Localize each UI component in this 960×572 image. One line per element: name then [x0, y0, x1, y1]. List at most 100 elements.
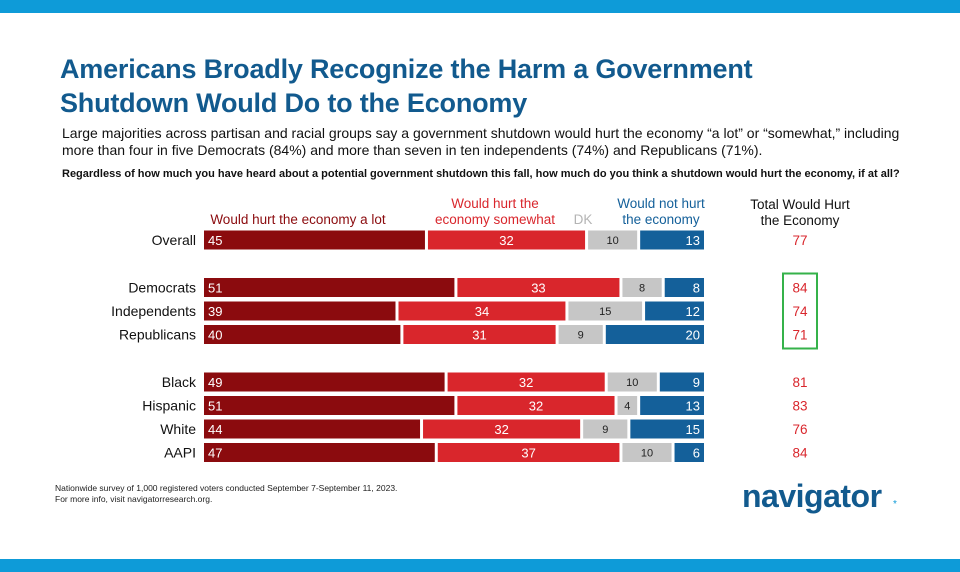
- row-label: Democrats: [128, 280, 196, 296]
- footnote-more-info: For more info, visit navigatorresearch.o…: [55, 494, 213, 504]
- data-label-not-hurt: 9: [693, 375, 700, 390]
- data-label-dk: 10: [606, 235, 618, 247]
- bar-dk: [617, 396, 638, 415]
- total-header: Total Would Hurt: [750, 197, 850, 212]
- bar-somewhat: [457, 278, 620, 297]
- legend-somewhat: economy somewhat: [435, 212, 555, 227]
- data-label-not-hurt: 15: [686, 422, 700, 437]
- data-label-a-lot: 47: [208, 446, 222, 461]
- data-label-not-hurt: 20: [686, 328, 700, 343]
- survey-question: Regardless of how much you have heard ab…: [62, 168, 900, 180]
- data-label-not-hurt: 13: [686, 233, 700, 248]
- bar-not-hurt: [645, 301, 704, 321]
- bar-not-hurt: [664, 278, 704, 297]
- row-label: AAPI: [164, 445, 196, 461]
- bar-not-hurt: [640, 396, 704, 415]
- bar-somewhat: [457, 396, 615, 415]
- bar-a-lot: [204, 278, 455, 297]
- bar-somewhat: [423, 419, 581, 439]
- top-color-band: [0, 0, 960, 13]
- total-value: 74: [792, 304, 808, 319]
- data-label-dk: 9: [578, 330, 584, 342]
- total-highlight-box: [782, 272, 818, 350]
- data-label-somewhat: 34: [475, 304, 489, 319]
- footnote-survey-info: Nationwide survey of 1,000 registered vo…: [55, 483, 398, 493]
- data-label-a-lot: 51: [208, 399, 222, 414]
- bottom-color-band: [0, 559, 960, 572]
- footnote: Nationwide survey of 1,000 registered vo…: [55, 483, 555, 505]
- bar-dk: [622, 278, 662, 297]
- data-label-a-lot: 49: [208, 375, 222, 390]
- data-label-dk: 15: [599, 306, 611, 318]
- data-label-a-lot: 51: [208, 281, 222, 296]
- bar-dk: [588, 230, 638, 250]
- data-label-dk: 8: [639, 283, 645, 295]
- data-label-not-hurt: 12: [686, 304, 700, 319]
- bar-not-hurt: [659, 372, 704, 392]
- slide-subtitle: Large majorities across partisan and rac…: [62, 125, 900, 158]
- bar-not-hurt: [640, 230, 704, 250]
- row-label: White: [160, 421, 196, 437]
- total-value: 71: [792, 328, 807, 343]
- row-label: Overall: [152, 232, 196, 248]
- data-label-dk: 9: [602, 424, 608, 436]
- row-label: Hispanic: [142, 398, 196, 414]
- bar-dk: [583, 419, 628, 439]
- data-label-dk: 4: [624, 401, 630, 413]
- data-label-a-lot: 44: [208, 422, 222, 437]
- data-label-a-lot: 39: [208, 304, 222, 319]
- total-value: 84: [792, 446, 808, 461]
- bar-not-hurt: [605, 325, 704, 344]
- legend-not-hurt: Would not hurt: [617, 196, 705, 211]
- data-label-somewhat: 32: [519, 375, 533, 390]
- data-label-a-lot: 45: [208, 233, 222, 248]
- bar-a-lot: [204, 396, 455, 415]
- data-label-somewhat: 31: [472, 328, 486, 343]
- bar-a-lot: [204, 301, 396, 321]
- data-label-somewhat: 32: [529, 399, 543, 414]
- total-value: 77: [792, 233, 807, 248]
- navigator-logo: navigator: [742, 478, 882, 514]
- row-label: Independents: [111, 303, 196, 319]
- row-label: Black: [162, 374, 197, 390]
- bar-dk: [558, 325, 603, 344]
- legend-dk: DK: [574, 212, 593, 227]
- data-label-dk: 10: [641, 448, 653, 460]
- data-label-not-hurt: 13: [686, 399, 700, 414]
- data-label-a-lot: 40: [208, 328, 222, 343]
- data-label-somewhat: 32: [494, 422, 508, 437]
- bar-somewhat: [403, 325, 556, 344]
- row-label: Republicans: [119, 327, 196, 343]
- total-value: 84: [792, 281, 808, 296]
- data-label-dk: 10: [626, 377, 638, 389]
- bar-a-lot: [204, 230, 425, 250]
- bar-a-lot: [204, 325, 401, 344]
- bar-a-lot: [204, 372, 445, 392]
- bar-dk: [568, 301, 643, 321]
- total-value: 83: [792, 399, 807, 414]
- legend-somewhat: Would hurt the: [451, 196, 539, 211]
- data-label-not-hurt: 8: [693, 281, 700, 296]
- data-label-somewhat: 33: [531, 281, 545, 296]
- bar-a-lot: [204, 443, 435, 462]
- total-header: the Economy: [761, 213, 840, 228]
- bar-somewhat: [427, 230, 586, 250]
- total-value: 76: [792, 422, 807, 437]
- navigator-logo-mark: *: [893, 499, 897, 510]
- legend-a-lot: Would hurt the economy a lot: [210, 212, 386, 227]
- bar-somewhat: [447, 372, 605, 392]
- bar-somewhat: [437, 443, 620, 462]
- bar-not-hurt: [674, 443, 704, 462]
- legend-not-hurt: the economy: [622, 212, 700, 227]
- bar-somewhat: [398, 301, 566, 321]
- data-label-somewhat: 32: [499, 233, 513, 248]
- bar-dk: [622, 443, 672, 462]
- bar-not-hurt: [630, 419, 704, 439]
- slide-title: Americans Broadly Recognize the Harm a G…: [60, 54, 753, 118]
- total-value: 81: [792, 375, 807, 390]
- data-label-not-hurt: 6: [693, 446, 700, 461]
- bar-a-lot: [204, 419, 421, 439]
- bar-dk: [607, 372, 657, 392]
- data-label-somewhat: 37: [521, 446, 535, 461]
